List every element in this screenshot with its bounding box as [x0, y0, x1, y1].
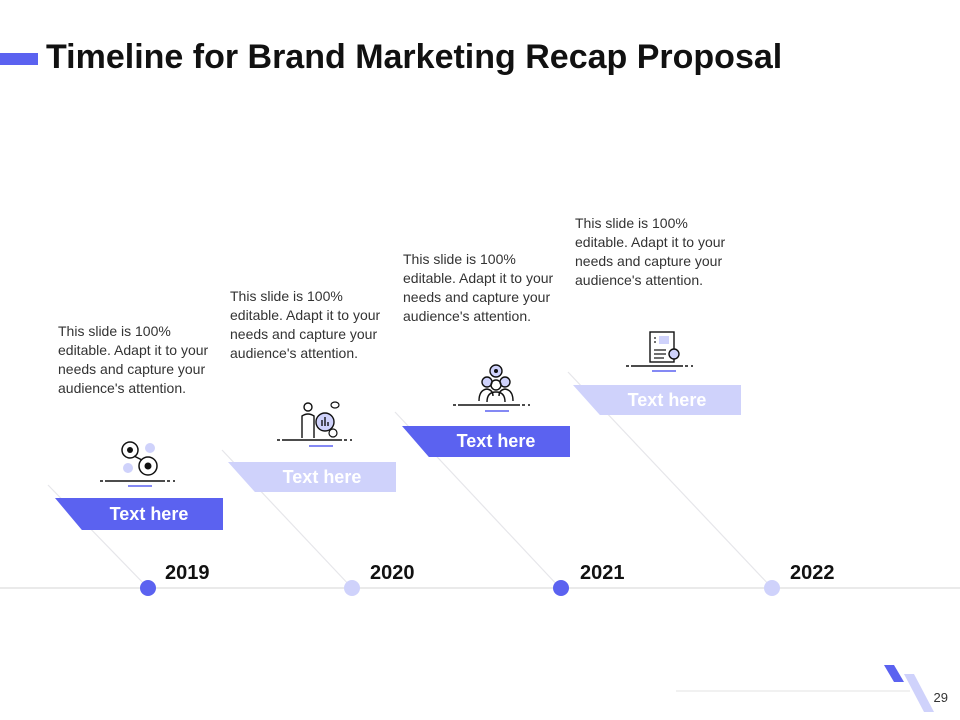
milestone-2022-banner: Text here [573, 385, 741, 415]
milestone-2021-banner: Text here [402, 426, 570, 457]
slide-title: Timeline for Brand Marketing Recap Propo… [46, 38, 783, 76]
timeline-marker-2020 [344, 580, 360, 596]
milestone-2019-year: 2019 [165, 562, 210, 584]
milestone-2022-year: 2022 [790, 562, 835, 584]
milestone-2022-description: This slide is 100% editable. Adapt it to… [575, 215, 726, 288]
footer-slash-light [904, 674, 934, 712]
title-accent-bar [0, 53, 38, 65]
milestone-2019-description: This slide is 100% editable. Adapt it to… [58, 323, 209, 396]
milestone-2020-description: This slide is 100% editable. Adapt it to… [230, 288, 381, 361]
milestone-2020-banner: Text here [228, 462, 396, 492]
page-number: 29 [933, 690, 948, 705]
milestone-2021-description: This slide is 100% editable. Adapt it to… [403, 251, 554, 324]
timeline-marker-2021 [553, 580, 569, 596]
footer-slash-dark [884, 665, 904, 682]
milestone-2020-year: 2020 [370, 562, 415, 584]
team-target-icon [453, 364, 539, 412]
timeline-marker-2022 [764, 580, 780, 596]
milestone-2021-year: 2021 [580, 562, 625, 584]
report-document-icon [626, 331, 702, 372]
timeline-marker-2019 [140, 580, 156, 596]
presenter-chart-icon [277, 401, 361, 447]
gears-icon [100, 441, 182, 487]
milestone-2019-banner: Text here [55, 498, 223, 530]
